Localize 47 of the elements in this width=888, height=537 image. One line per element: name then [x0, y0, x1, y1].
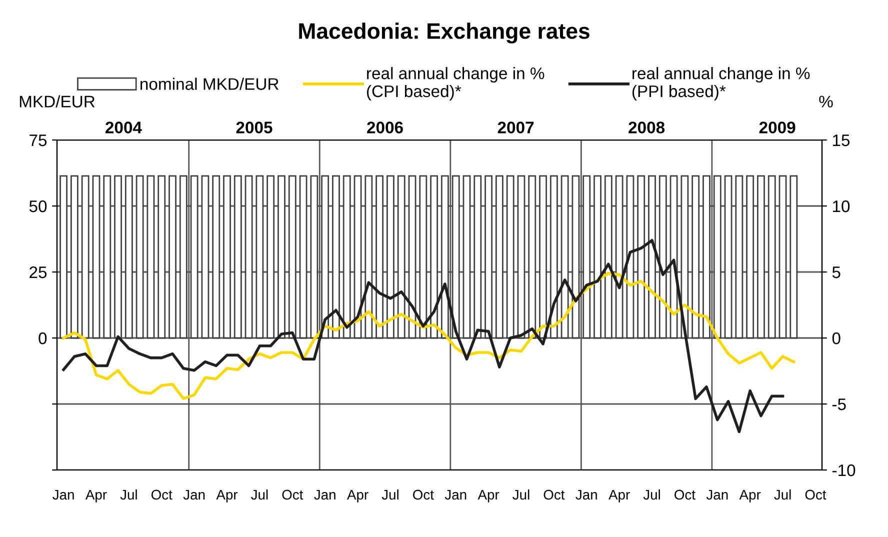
x-tick-label: Jul: [774, 489, 791, 500]
text: 2007: [498, 122, 534, 134]
x-tick-label: Oct: [282, 490, 304, 500]
y2-tick-label: 10: [832, 200, 850, 212]
x-tick-label: Jan: [314, 490, 336, 500]
legend-label: nominal MKD/EUR: [140, 78, 278, 90]
x-tick-label: Jul: [643, 489, 660, 500]
x-tick-label: Oct: [544, 490, 565, 500]
text: 2004: [106, 122, 142, 134]
x-tick-label: Jan: [444, 490, 466, 500]
x-tick-label: Apr: [739, 490, 761, 502]
y2-tick-label: -10: [832, 464, 856, 476]
y-tick-label: 0: [38, 332, 47, 344]
y-axis-title: MKD/EUR: [20, 95, 95, 108]
y2-axis-title: %: [819, 96, 833, 108]
y-tick-label: 25: [30, 266, 47, 278]
x-tick-label: Apr: [478, 490, 500, 502]
x-tick-label: Jul: [382, 489, 398, 500]
legend-label: real annual change in % (PPI based)*: [632, 67, 810, 100]
y-tick-label: 50: [29, 200, 47, 212]
x-tick-label: Jan: [52, 490, 74, 500]
text: 2005: [236, 122, 272, 134]
legend-label: real annual change in % (CPI based)*: [366, 67, 544, 100]
chart-title: Macedonia: Exchange rates: [299, 22, 590, 44]
y-tick-label: 75: [30, 134, 47, 146]
y2-tick-label: -5: [832, 398, 846, 410]
x-tick-label: Oct: [674, 490, 696, 500]
x-tick-label: Jul: [251, 489, 268, 500]
text: 2008: [628, 122, 665, 134]
x-tick-label: Apr: [346, 490, 368, 502]
y2-tick-label: 15: [832, 134, 850, 146]
x-tick-label: Oct: [805, 490, 826, 500]
x-tick-label: Jan: [576, 490, 597, 500]
x-tick-label: Oct: [413, 490, 434, 500]
x-tick-label: Jul: [120, 489, 137, 500]
x-tick-label: Jul: [512, 489, 530, 500]
x-tick-label: Apr: [608, 490, 630, 502]
x-tick-label: Jan: [706, 490, 728, 500]
x-tick-label: Apr: [216, 490, 238, 502]
y2-tick-label: 0: [832, 332, 840, 344]
line-series: [62, 238, 784, 434]
y2-tick-label: 5: [832, 266, 840, 278]
text: 2009: [759, 122, 796, 134]
x-tick-label: Apr: [85, 490, 107, 502]
x-tick-label: Jan: [183, 490, 205, 500]
x-tick-label: Oct: [151, 490, 172, 500]
text: 2006: [367, 122, 403, 134]
